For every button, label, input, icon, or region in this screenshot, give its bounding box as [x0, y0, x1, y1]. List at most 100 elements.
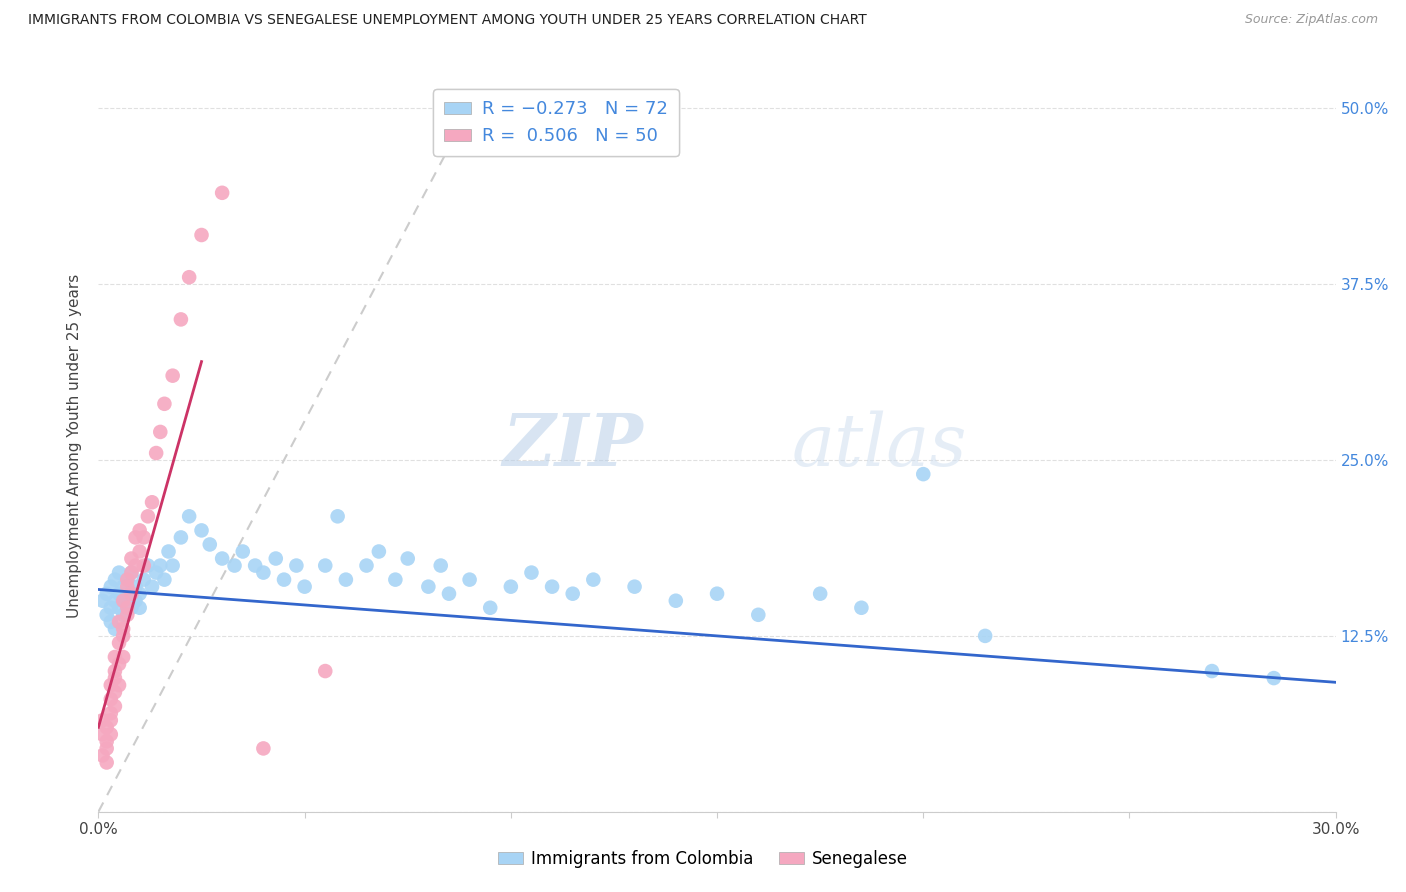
Point — [145, 446, 167, 460]
Point — [499, 580, 522, 594]
Point — [120, 600, 142, 615]
Point — [153, 397, 176, 411]
Point — [198, 537, 221, 551]
Point — [108, 587, 131, 601]
Point — [96, 741, 118, 756]
Point — [561, 587, 583, 601]
Point — [224, 558, 246, 573]
Legend: Immigrants from Colombia, Senegalese: Immigrants from Colombia, Senegalese — [491, 844, 915, 875]
Point — [124, 580, 146, 594]
Point — [356, 558, 378, 573]
Point — [479, 600, 502, 615]
Text: atlas: atlas — [792, 410, 967, 482]
Point — [128, 587, 150, 601]
Point — [96, 607, 118, 622]
Point — [112, 580, 135, 594]
Point — [665, 593, 688, 607]
Point — [96, 587, 118, 601]
Point — [108, 600, 131, 615]
Point — [211, 551, 233, 566]
Point — [264, 551, 287, 566]
Point — [104, 671, 127, 685]
Point — [335, 573, 357, 587]
Point — [108, 657, 131, 671]
Point — [112, 622, 135, 636]
Point — [141, 495, 163, 509]
Point — [108, 566, 131, 580]
Point — [100, 692, 122, 706]
Point — [149, 425, 172, 439]
Point — [100, 600, 122, 615]
Point — [112, 593, 135, 607]
Point — [808, 587, 831, 601]
Point — [128, 544, 150, 558]
Point — [100, 714, 122, 728]
Point — [117, 573, 139, 587]
Point — [314, 558, 336, 573]
Point — [91, 593, 114, 607]
Point — [117, 580, 139, 594]
Point — [285, 558, 308, 573]
Point — [232, 544, 254, 558]
Point — [384, 573, 406, 587]
Point — [211, 186, 233, 200]
Point — [294, 580, 316, 594]
Point — [120, 551, 142, 566]
Point — [326, 509, 349, 524]
Text: Source: ZipAtlas.com: Source: ZipAtlas.com — [1244, 13, 1378, 27]
Point — [104, 650, 127, 665]
Point — [117, 600, 139, 615]
Point — [104, 573, 127, 587]
Point — [136, 558, 159, 573]
Point — [128, 600, 150, 615]
Point — [747, 607, 769, 622]
Point — [190, 524, 212, 538]
Point — [91, 714, 114, 728]
Point — [100, 580, 122, 594]
Text: ZIP: ZIP — [502, 410, 643, 482]
Point — [108, 678, 131, 692]
Point — [120, 566, 142, 580]
Point — [252, 566, 274, 580]
Point — [100, 706, 122, 721]
Point — [117, 587, 139, 601]
Point — [520, 566, 543, 580]
Point — [252, 741, 274, 756]
Point — [100, 615, 122, 629]
Point — [117, 573, 139, 587]
Point — [912, 467, 935, 482]
Point — [91, 727, 114, 741]
Point — [851, 600, 873, 615]
Point — [170, 312, 193, 326]
Point — [162, 558, 184, 573]
Point — [104, 664, 127, 678]
Point — [582, 573, 605, 587]
Point — [128, 524, 150, 538]
Point — [1201, 664, 1223, 678]
Point — [429, 558, 451, 573]
Point — [124, 530, 146, 544]
Point — [136, 509, 159, 524]
Point — [1263, 671, 1285, 685]
Point — [623, 580, 645, 594]
Point — [104, 685, 127, 699]
Point — [108, 615, 131, 629]
Point — [108, 636, 131, 650]
Point — [96, 756, 118, 770]
Point — [367, 544, 389, 558]
Point — [104, 622, 127, 636]
Point — [112, 650, 135, 665]
Point — [104, 699, 127, 714]
Point — [124, 593, 146, 607]
Point — [145, 566, 167, 580]
Point — [100, 678, 122, 692]
Point — [273, 573, 295, 587]
Point — [396, 551, 419, 566]
Point — [124, 558, 146, 573]
Point — [179, 270, 201, 285]
Point — [112, 629, 135, 643]
Point — [458, 573, 481, 587]
Point — [157, 544, 180, 558]
Point — [117, 607, 139, 622]
Y-axis label: Unemployment Among Youth under 25 years: Unemployment Among Youth under 25 years — [67, 274, 83, 618]
